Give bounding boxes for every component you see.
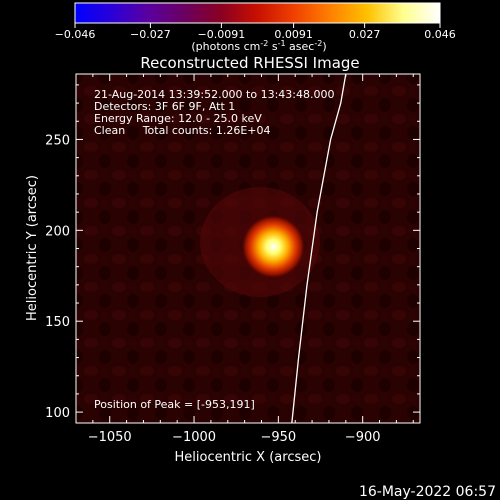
peak-position-label: Position of Peak = [-953,191] (94, 398, 255, 411)
y-axis-label: Heliocentric Y (arcsec) (25, 175, 40, 321)
y-tick-label: 200 (45, 224, 70, 239)
x-axis-label: Heliocentric X (arcsec) (175, 450, 322, 465)
colorbar-ticks: −0.046 −0.027 −0.0091 0.0091 0.027 0.046 (55, 23, 456, 41)
colorbar-tick-label: −0.0091 (198, 28, 246, 41)
colorbar-tick-label: −0.046 (55, 28, 96, 41)
heatmap-image (76, 73, 420, 424)
y-axis-ticks: 100 150 200 250 (45, 84, 420, 421)
colorbar-tick-label: −0.027 (130, 28, 171, 41)
x-tick-label: −950 (260, 430, 296, 445)
peak-source (241, 214, 306, 279)
y-tick-label: 100 (45, 406, 70, 421)
colorbar-tick-label: 0.0091 (274, 28, 313, 41)
footer-timestamp: 16-May-2022 06:57 (359, 484, 496, 500)
colorbar-tick-label: 0.046 (424, 28, 456, 41)
colorbar-tick-label: 0.027 (349, 28, 381, 41)
y-tick-label: 150 (45, 315, 70, 330)
y-tick-label: 250 (45, 133, 70, 148)
annotation-line-energy: Energy Range: 12.0 - 25.0 keV (94, 112, 262, 125)
annotation-line-counts: Clean Total counts: 1.26E+04 (94, 124, 271, 137)
colorbar-unit-label: (photons cm-2 s-1 asec-2) (191, 39, 326, 53)
colorbar (74, 2, 441, 24)
annotation-block: 21-Aug-2014 13:39:52.000 to 13:43:48.000… (94, 88, 335, 137)
annotation-line-detectors: Detectors: 3F 6F 9F, Att 1 (94, 100, 235, 113)
x-tick-label: −1000 (172, 430, 216, 445)
solar-limb-line (291, 73, 347, 424)
x-tick-label: −900 (345, 430, 381, 445)
x-tick-label: −1050 (88, 430, 132, 445)
annotation-line-time: 21-Aug-2014 13:39:52.000 to 13:43:48.000 (94, 88, 335, 101)
chart-title: Reconstructed RHESSI Image (140, 54, 359, 72)
x-axis-ticks: −1050 −1000 −950 −900 (88, 74, 414, 445)
